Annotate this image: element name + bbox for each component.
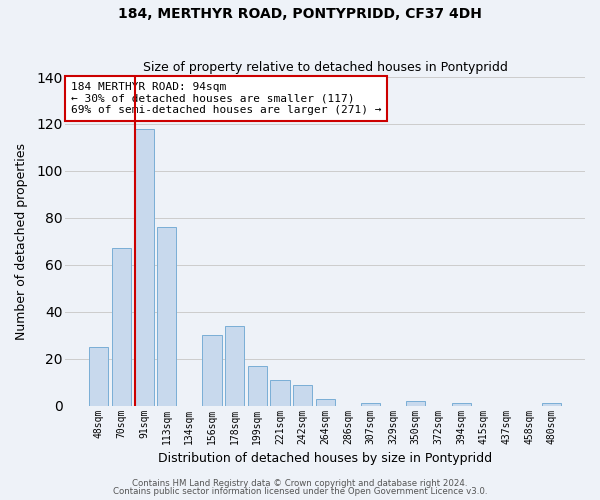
Text: 184, MERTHYR ROAD, PONTYPRIDD, CF37 4DH: 184, MERTHYR ROAD, PONTYPRIDD, CF37 4DH: [118, 8, 482, 22]
Bar: [89, 347, 109, 406]
Bar: [248, 366, 267, 406]
Bar: [225, 326, 244, 406]
Bar: [542, 404, 562, 406]
Bar: [406, 401, 425, 406]
Bar: [316, 398, 335, 406]
Bar: [293, 384, 312, 406]
Bar: [361, 404, 380, 406]
Bar: [134, 128, 154, 406]
X-axis label: Distribution of detached houses by size in Pontypridd: Distribution of detached houses by size …: [158, 452, 493, 465]
Bar: [202, 335, 221, 406]
Bar: [452, 404, 471, 406]
Text: Contains HM Land Registry data © Crown copyright and database right 2024.: Contains HM Land Registry data © Crown c…: [132, 478, 468, 488]
Title: Size of property relative to detached houses in Pontypridd: Size of property relative to detached ho…: [143, 62, 508, 74]
Bar: [271, 380, 290, 406]
Y-axis label: Number of detached properties: Number of detached properties: [15, 143, 28, 340]
Text: Contains public sector information licensed under the Open Government Licence v3: Contains public sector information licen…: [113, 487, 487, 496]
Bar: [112, 248, 131, 406]
Text: 184 MERTHYR ROAD: 94sqm
← 30% of detached houses are smaller (117)
69% of semi-d: 184 MERTHYR ROAD: 94sqm ← 30% of detache…: [71, 82, 381, 115]
Bar: [157, 228, 176, 406]
